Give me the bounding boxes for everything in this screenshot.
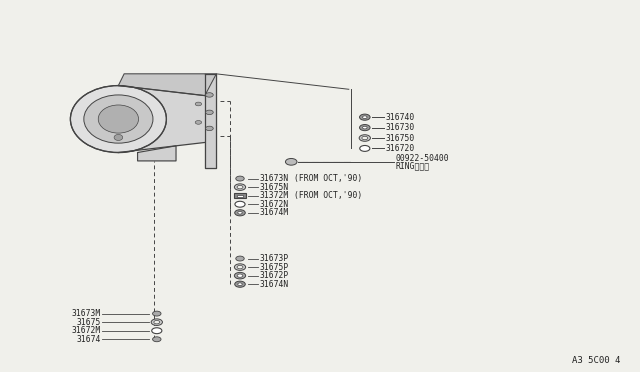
- Text: 31672P: 31672P: [259, 271, 289, 280]
- Polygon shape: [118, 74, 216, 96]
- Circle shape: [151, 319, 163, 326]
- Text: 31674N: 31674N: [259, 280, 289, 289]
- Circle shape: [360, 125, 370, 131]
- Text: 316730: 316730: [385, 123, 415, 132]
- Circle shape: [285, 158, 297, 165]
- Text: 31675P: 31675P: [259, 263, 289, 272]
- Circle shape: [152, 311, 161, 316]
- Text: A3 5C00 4: A3 5C00 4: [572, 356, 621, 365]
- Circle shape: [237, 283, 243, 286]
- Text: 316740: 316740: [385, 113, 415, 122]
- Text: 31675N: 31675N: [259, 183, 289, 192]
- Text: 31674: 31674: [76, 335, 100, 344]
- Circle shape: [360, 114, 370, 120]
- Ellipse shape: [70, 86, 166, 153]
- Circle shape: [237, 274, 243, 277]
- Circle shape: [205, 93, 213, 97]
- Text: 00922-50400: 00922-50400: [396, 154, 449, 163]
- Bar: [237, 195, 243, 197]
- Text: 31672N: 31672N: [259, 200, 289, 209]
- Polygon shape: [138, 146, 176, 161]
- Circle shape: [235, 201, 245, 207]
- Circle shape: [152, 337, 161, 342]
- Text: 31673N: 31673N: [259, 174, 289, 183]
- Text: RINGリング: RINGリング: [396, 161, 429, 170]
- Circle shape: [237, 265, 243, 269]
- Circle shape: [362, 116, 367, 119]
- Ellipse shape: [84, 95, 153, 143]
- Circle shape: [235, 210, 245, 216]
- Text: 316720: 316720: [385, 144, 415, 153]
- Circle shape: [195, 121, 202, 124]
- Ellipse shape: [99, 105, 139, 133]
- Text: (FROM OCT,'90): (FROM OCT,'90): [294, 174, 363, 183]
- Circle shape: [362, 126, 367, 129]
- Text: 31372M: 31372M: [259, 191, 289, 200]
- Text: 31673M: 31673M: [71, 309, 100, 318]
- Polygon shape: [205, 74, 216, 167]
- Circle shape: [237, 211, 243, 214]
- Circle shape: [236, 256, 244, 261]
- Text: 31675: 31675: [76, 318, 100, 327]
- Text: 316750: 316750: [385, 134, 415, 142]
- Ellipse shape: [114, 134, 123, 141]
- Bar: [234, 193, 246, 198]
- Circle shape: [234, 272, 246, 279]
- Text: 31672M: 31672M: [71, 326, 100, 335]
- Circle shape: [236, 176, 244, 181]
- Polygon shape: [118, 86, 205, 153]
- Circle shape: [362, 136, 368, 140]
- Text: 31674M: 31674M: [259, 208, 289, 217]
- Circle shape: [205, 110, 213, 115]
- Circle shape: [360, 145, 370, 151]
- Circle shape: [234, 264, 246, 270]
- Circle shape: [154, 320, 160, 324]
- Circle shape: [237, 185, 243, 189]
- Circle shape: [234, 184, 246, 190]
- Circle shape: [359, 135, 371, 141]
- Circle shape: [152, 328, 162, 334]
- Text: 31673P: 31673P: [259, 254, 289, 263]
- Circle shape: [195, 102, 202, 106]
- Circle shape: [205, 126, 213, 131]
- Circle shape: [235, 281, 245, 287]
- Text: (FROM OCT,'90): (FROM OCT,'90): [294, 191, 363, 200]
